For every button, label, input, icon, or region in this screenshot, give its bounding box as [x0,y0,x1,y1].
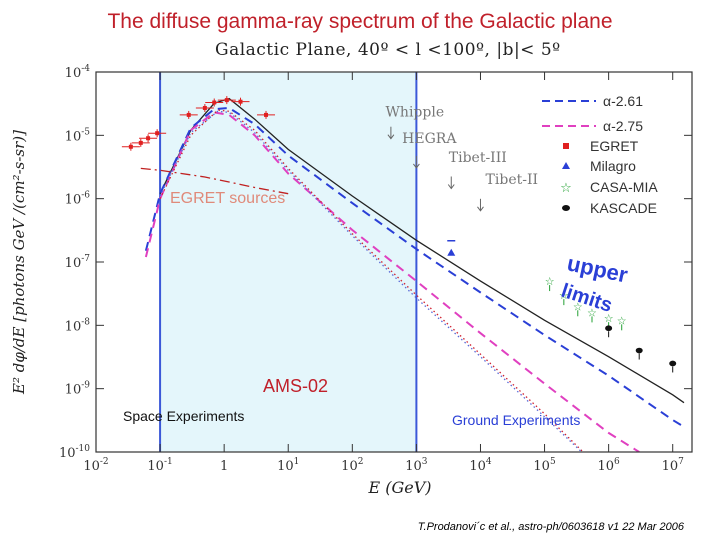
series-line--2-61 [144,106,685,428]
milagro-point [447,248,456,256]
y-tick-label: 10-10 [59,444,90,461]
legend-label-a275: α-2.75 [603,118,643,134]
x-tick-label: 107 [662,457,685,474]
egret-point [128,144,133,149]
upper-limit-label-whipple: Whipple [386,104,445,120]
x-tick-label: 103 [405,457,428,474]
x-tick-label: 10-1 [147,457,172,474]
series-line-diffuse-dotted-red [159,109,584,452]
citation: T.Prodanovi´c et al., astro-ph/0603618 v… [417,521,684,533]
upper-limit-arrow [447,184,455,190]
y-tick-label: 10-8 [65,317,91,334]
casa-mia-point: ☆ [604,312,614,325]
ground-experiments-label: Ground Experiments [452,412,580,428]
series-line-diffuse-dotted-blue [159,110,583,452]
egret-point [224,98,229,103]
egret-point [138,140,143,145]
x-axis-label: E (GeV) [367,478,431,497]
y-tick-label: 10-6 [65,191,91,208]
casa-mia-point: ☆ [545,275,555,288]
x-tick-label: 101 [277,457,299,474]
upper-limit-arrow [387,134,395,140]
legend-label-casa-mia: CASA-MIA [590,179,658,195]
upper-limit-label-hegra: HEGRA [402,131,457,147]
y-tick-label: 10-4 [65,64,91,81]
legend-label-a261: α-2.61 [603,93,643,109]
casa-mia-point: ☆ [573,300,583,313]
y-tick-label: 10-9 [65,381,91,398]
x-tick-label: 1 [220,459,228,474]
egret-point [202,106,207,111]
upper-limit-arrow [412,163,420,169]
egret-point [155,131,160,136]
casa-mia-point: ☆ [559,289,569,302]
upper-limit-label-tibet-iii: Tibet-III [449,150,507,166]
kascade-point [635,347,643,354]
legend-marker-egret [563,143,569,149]
casa-mia-point: ☆ [617,314,627,327]
legend-marker-milagro [562,162,570,169]
chart-title: Galactic Plane, 40º < l <100º, |b|< 5º [215,40,561,60]
legend-label-milagro: Milagro [590,158,636,174]
legend-marker-kascade [562,205,570,211]
casa-mia-point: ☆ [587,306,597,319]
egret-point [238,99,243,104]
x-tick-label: 104 [469,457,492,474]
y-tick-label: 10-5 [65,127,91,144]
kascade-point [669,360,677,367]
ams02-label: AMS-02 [263,376,328,396]
x-tick-label: 105 [533,457,556,474]
egret-point [186,112,191,117]
legend-label-egret: EGRET [590,138,639,154]
legend-marker-casa-mia: ☆ [560,181,572,196]
series-line--2-75 [144,111,640,452]
x-tick-label: 10-2 [83,457,108,474]
egret-point [212,100,217,105]
series-line-egret-sources [140,167,289,195]
x-tick-label: 106 [597,457,620,474]
x-tick-label: 102 [341,457,363,474]
legend-label-kascade: KASCADE [590,200,657,216]
kascade-point [605,325,613,332]
slide-title: The diffuse gamma-ray spectrum of the Ga… [107,10,613,33]
space-experiments-label: Space Experiments [123,408,244,424]
egret-point [264,112,269,117]
upper-limit-label-tibet-ii: Tibet-II [486,172,538,188]
egret-sources-label: EGRET sources [170,190,285,207]
space-band [160,72,417,452]
egret-point [146,136,151,141]
upper-limit-arrow [477,206,484,212]
y-tick-label: 10-7 [65,254,91,271]
y-axis-label: E² dφ/dE [photons GeV /(cm²-s-sr)] [10,130,28,395]
